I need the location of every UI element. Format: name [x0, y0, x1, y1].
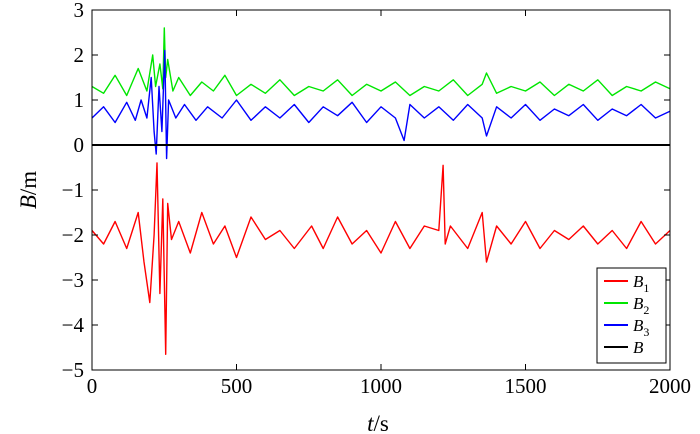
- y-tick-label: 1: [74, 88, 85, 112]
- series-line-3: [91, 49, 671, 160]
- x-tick-label: 1000: [360, 374, 402, 398]
- series-line-2: [91, 27, 671, 97]
- legend-label-3: B3: [633, 316, 649, 339]
- x-tick-label: 0: [87, 374, 98, 398]
- legend-label-2: B2: [633, 294, 649, 317]
- y-axis-label: B/m: [16, 171, 41, 209]
- axes: 0 500 1000 1500 2000 3 2 1 0 −1 −2 −3 −4 −5: [62, 0, 691, 398]
- y-tick-label: 3: [74, 0, 85, 22]
- x-tick-label: 1500: [505, 374, 547, 398]
- legend-label-4: B: [633, 338, 644, 357]
- plot-frame: [91, 9, 671, 371]
- y-tick-label: −4: [62, 313, 85, 337]
- y-tick-label: 0: [74, 133, 85, 157]
- legend-box: [596, 267, 667, 364]
- y-tick-label: −2: [62, 223, 84, 247]
- y-tick-label: −3: [62, 268, 84, 292]
- x-tick-label: 2000: [649, 374, 691, 398]
- y-tick-label: −5: [62, 358, 84, 382]
- y-tick-label: −1: [62, 178, 84, 202]
- legend-label-1: B1: [633, 272, 649, 295]
- plot-area: [91, 27, 671, 355]
- series-line-1: [91, 162, 671, 355]
- x-axis-label: t/s: [367, 411, 389, 434]
- x-tick-label: 500: [221, 374, 253, 398]
- y-tick-label: 2: [74, 43, 85, 67]
